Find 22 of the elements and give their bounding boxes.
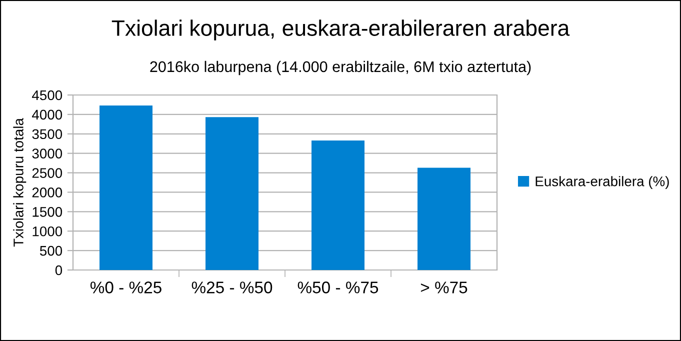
x-tick-label: %50 - %75 — [298, 282, 378, 294]
x-tick-label: > %75 — [420, 282, 468, 294]
bar — [418, 168, 470, 270]
x-tick-label: %25 - %50 — [192, 282, 272, 294]
y-tick-label: 3500 — [32, 129, 62, 140]
x-tick-label: %0 - %25 — [90, 282, 162, 294]
y-tick-label: 4500 — [32, 90, 62, 100]
bar — [100, 106, 152, 270]
legend-label: Euskara-erabilera (%) — [536, 176, 669, 190]
y-tick-label: 3000 — [32, 148, 62, 159]
y-tick-label: 2500 — [32, 168, 62, 178]
y-tick-label: 1000 — [32, 226, 62, 236]
y-tick-label: 1500 — [32, 207, 62, 217]
chart-subtitle: 2016ko laburpena (14.000 erabiltzaile, 6M txio aztertuta) — [150, 60, 531, 76]
y-tick-label: 0 — [55, 265, 62, 276]
bar — [206, 117, 258, 270]
y-tick-label: 4000 — [32, 110, 62, 120]
chart-title: Txiolari kopurua, euskara-erabileraren arabera — [112, 20, 570, 40]
y-tick-label: 2000 — [32, 188, 62, 198]
y-axis-title: Txiolari kopuru totala — [13, 118, 26, 247]
y-tick-label: 500 — [40, 246, 62, 256]
bar — [312, 140, 364, 270]
